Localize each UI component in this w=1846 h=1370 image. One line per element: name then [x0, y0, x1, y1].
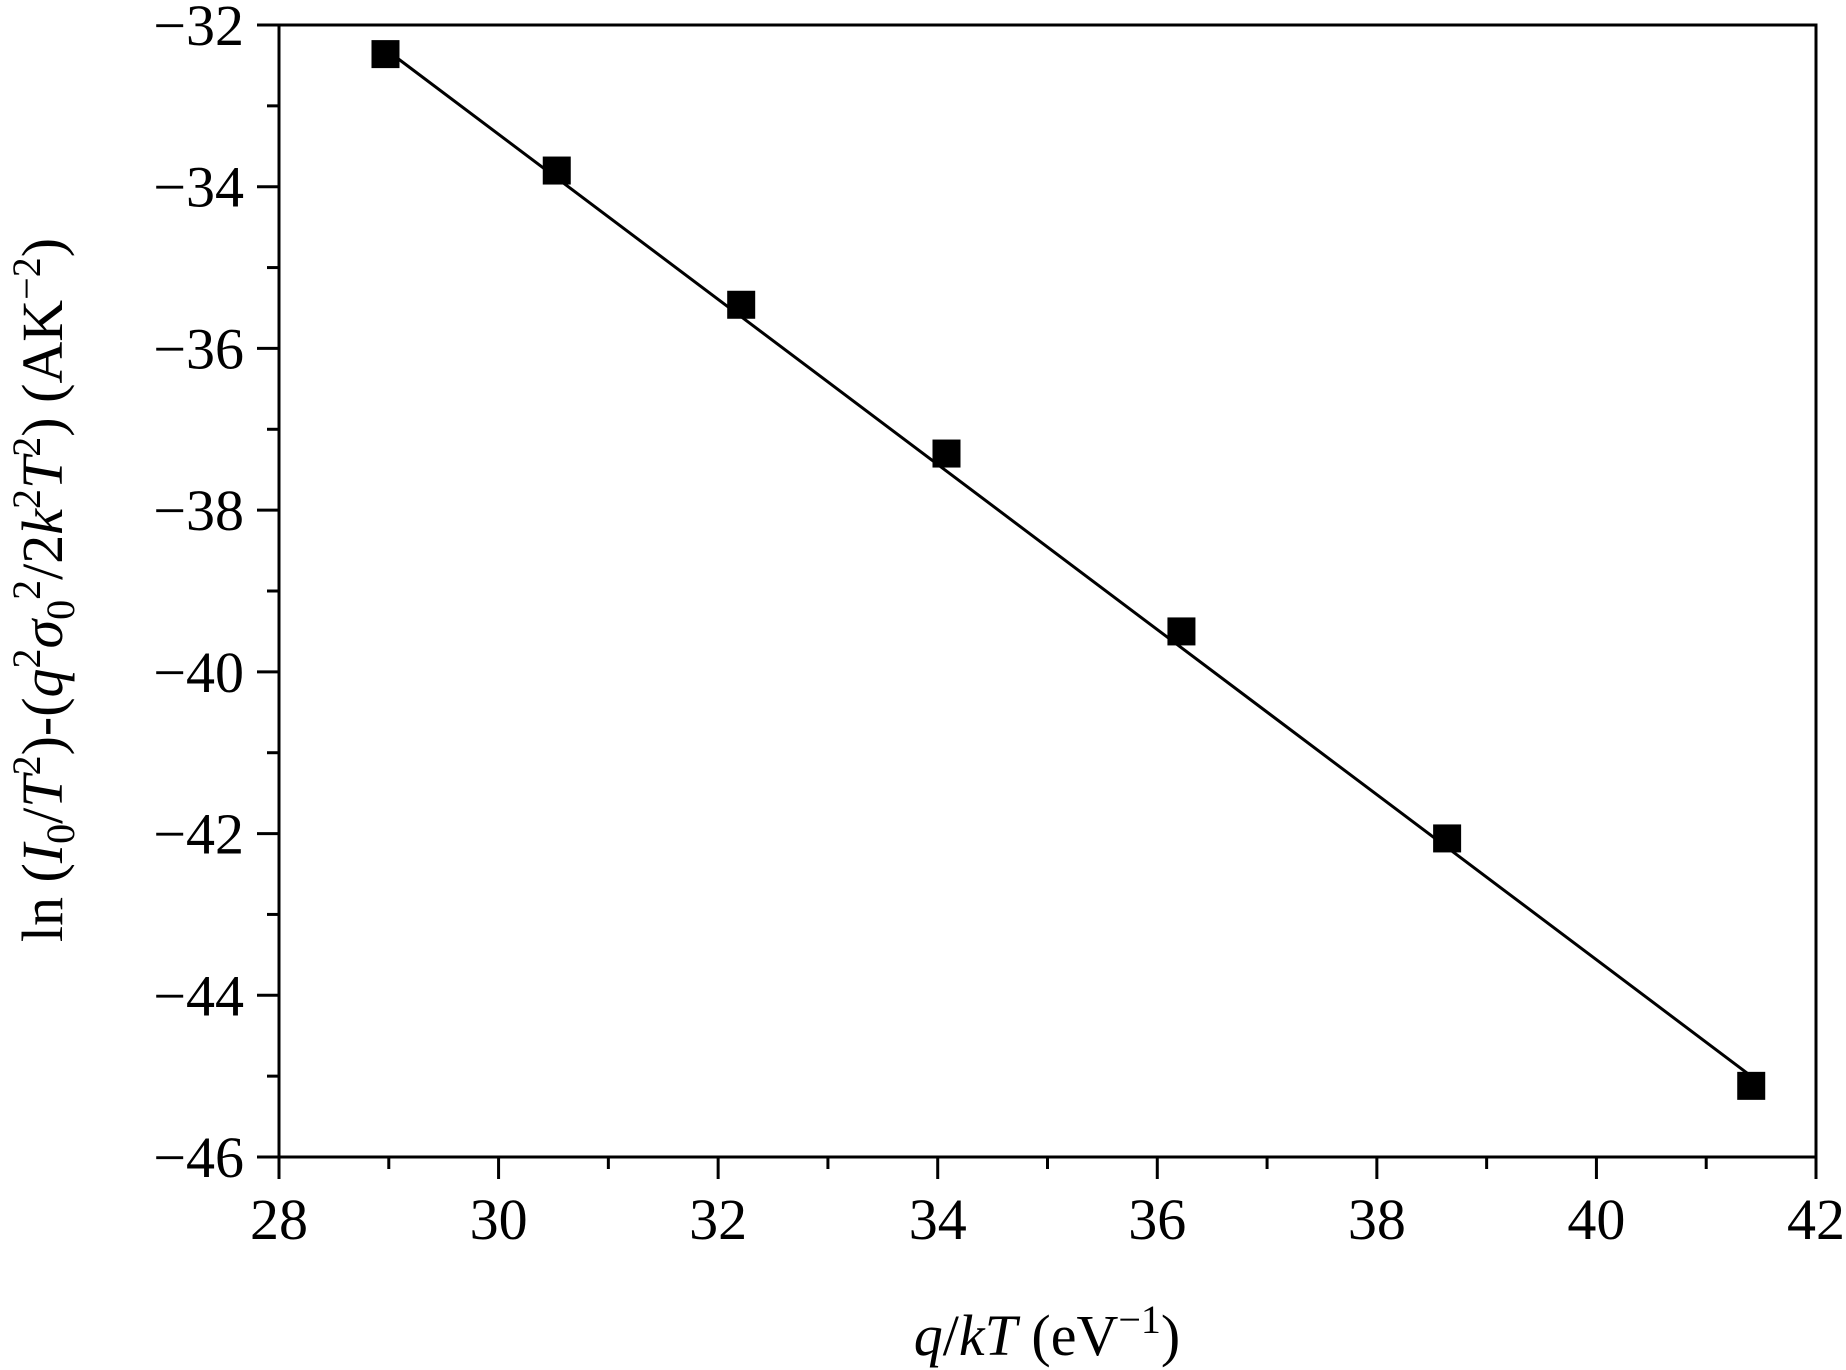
data-point — [1737, 1071, 1766, 1100]
axis-tick-labels: 28 30 32 34 36 38 40 42 −46 −44 −42 −40 −38 −36 −34 −32 — [153, 0, 1845, 1252]
data-point — [542, 156, 571, 185]
y-tick-label: −46 — [153, 1125, 244, 1190]
x-tick-label: 40 — [1567, 1187, 1625, 1252]
x-tick-label: 34 — [909, 1187, 967, 1252]
axis-ticks — [257, 23, 1818, 1179]
y-tick-label: −32 — [153, 0, 244, 58]
y-tick-label: −38 — [153, 478, 244, 543]
data-point — [932, 439, 961, 468]
y-tick-label: −44 — [153, 963, 244, 1028]
y-tick-label: −40 — [153, 640, 244, 705]
fit-line — [384, 48, 1753, 1078]
x-tick-label: 32 — [689, 1187, 747, 1252]
x-tick-label: 36 — [1128, 1187, 1186, 1252]
y-tick-label: −36 — [153, 316, 244, 381]
y-tick-label: −34 — [153, 155, 244, 220]
data-point — [727, 290, 756, 319]
x-tick-label: 30 — [470, 1187, 528, 1252]
data-point — [371, 40, 400, 69]
y-tick-label: −42 — [153, 802, 244, 867]
data-point — [1433, 824, 1462, 853]
x-tick-label: 38 — [1348, 1187, 1406, 1252]
y-axis-title: ln (I0/T2)-(q2σ02/2k2T2) (AK−2) — [4, 238, 83, 942]
plot-frame — [277, 23, 1818, 1159]
x-axis-title: q/kT (eV−1) — [914, 1297, 1180, 1368]
x-tick-label: 42 — [1787, 1187, 1845, 1252]
data-point — [1167, 617, 1196, 646]
x-tick-label: 28 — [250, 1187, 308, 1252]
data-markers — [371, 40, 1766, 1100]
